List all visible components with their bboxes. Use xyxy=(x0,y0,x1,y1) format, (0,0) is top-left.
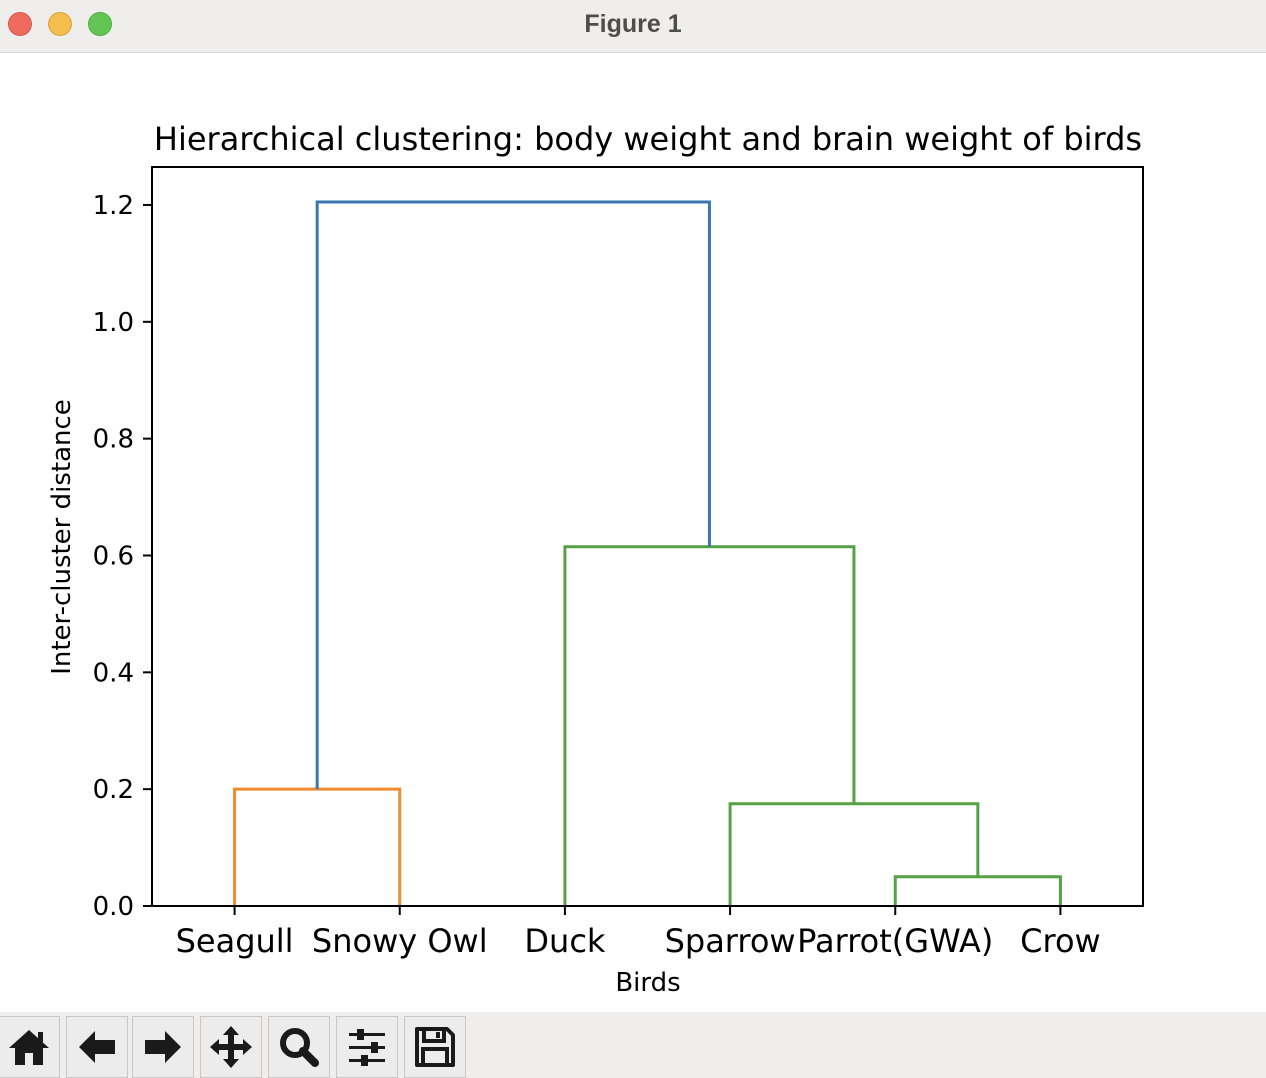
dendrogram-link-4 xyxy=(563,545,856,906)
y-tick-label: 0.4 xyxy=(93,658,134,688)
x-axis: Seagull Snowy Owl Duck Sparrow Parrot(GWA) Cr… xyxy=(176,906,1101,960)
back-button[interactable] xyxy=(66,1016,128,1078)
plot-frame xyxy=(151,166,1144,907)
arrow-right-icon xyxy=(145,1031,181,1063)
leaf-label: Sparrow xyxy=(665,922,796,960)
dendrogram-link-5 xyxy=(315,200,711,790)
y-tick-label: 0.6 xyxy=(93,541,134,571)
y-tick-label: 0.8 xyxy=(93,425,134,455)
y-tick-label: 0.0 xyxy=(93,892,134,922)
window-titlebar: Figure 1 xyxy=(0,0,1266,53)
leaf-label: Crow xyxy=(1020,922,1101,960)
forward-button[interactable] xyxy=(132,1016,194,1078)
minimize-window-button[interactable] xyxy=(48,12,72,36)
move-icon xyxy=(210,1026,252,1068)
dendrogram-figure: Hierarchical clustering: body weight and… xyxy=(47,120,1144,998)
configure-button[interactable] xyxy=(336,1016,398,1078)
x-axis-label: Birds xyxy=(615,968,680,998)
leaf-label: Parrot(GWA) xyxy=(797,922,993,960)
home-button[interactable] xyxy=(0,1016,60,1078)
y-tick-label: 1.0 xyxy=(93,308,134,338)
y-tick-label: 0.2 xyxy=(93,775,134,805)
y-tick-label: 1.2 xyxy=(93,191,134,221)
chart-title: Hierarchical clustering: body weight and… xyxy=(154,120,1142,158)
home-icon xyxy=(9,1030,49,1065)
y-axis: 0.0 0.2 0.4 0.6 0.8 1.0 1.2 xyxy=(93,191,152,922)
leaf-label: Duck xyxy=(524,922,606,960)
leaf-label: Snowy Owl xyxy=(312,922,488,960)
save-button[interactable] xyxy=(404,1016,466,1078)
save-icon xyxy=(415,1027,455,1067)
dendrogram-link-1 xyxy=(893,875,1062,906)
arrow-left-icon xyxy=(79,1031,115,1063)
dendrogram-link-2 xyxy=(728,802,980,906)
figure-toolbar xyxy=(0,1012,1266,1078)
y-axis-label: Inter-cluster distance xyxy=(47,399,77,675)
zoom-icon xyxy=(280,1028,319,1067)
dendrogram-links xyxy=(233,200,1062,906)
leaf-label: Seagull xyxy=(176,922,294,960)
window-title: Figure 1 xyxy=(584,10,682,38)
maximize-window-button[interactable] xyxy=(88,12,112,36)
zoom-button[interactable] xyxy=(268,1016,330,1078)
sliders-icon xyxy=(349,1029,385,1066)
close-window-button[interactable] xyxy=(8,12,32,36)
pan-button[interactable] xyxy=(200,1016,262,1078)
dendrogram-link-3 xyxy=(233,787,402,906)
